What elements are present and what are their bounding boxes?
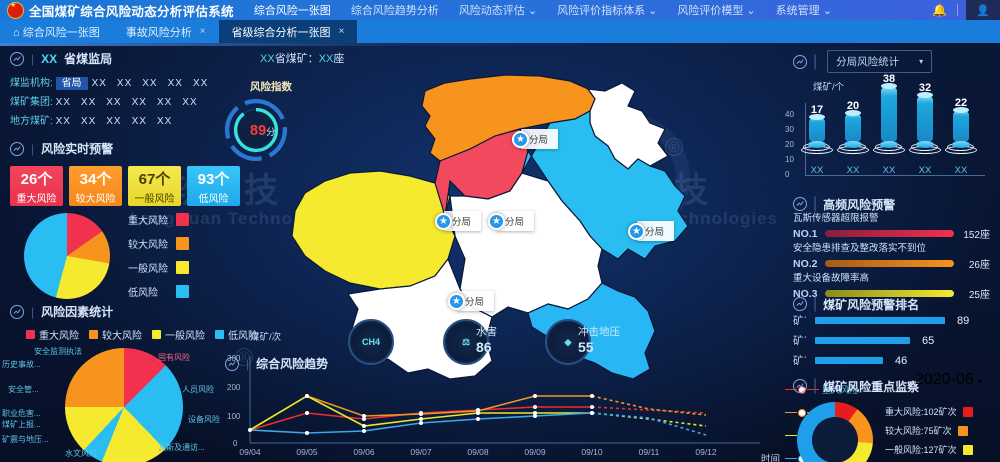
svg-text:100: 100 bbox=[227, 412, 241, 421]
svg-text:09/04: 09/04 bbox=[239, 447, 261, 457]
svg-text:200: 200 bbox=[227, 383, 241, 392]
svg-text:300: 300 bbox=[227, 354, 241, 363]
svg-text:09/08: 09/08 bbox=[467, 447, 489, 457]
svg-text:09/11: 09/11 bbox=[639, 447, 660, 457]
svg-text:09/05: 09/05 bbox=[296, 447, 318, 457]
svg-text:09/07: 09/07 bbox=[410, 447, 432, 457]
svg-text:09/09: 09/09 bbox=[524, 447, 546, 457]
svg-text:09/10: 09/10 bbox=[581, 447, 603, 457]
svg-text:0: 0 bbox=[233, 439, 238, 448]
svg-text:09/12: 09/12 bbox=[695, 447, 717, 457]
svg-text:09/06: 09/06 bbox=[353, 447, 375, 457]
